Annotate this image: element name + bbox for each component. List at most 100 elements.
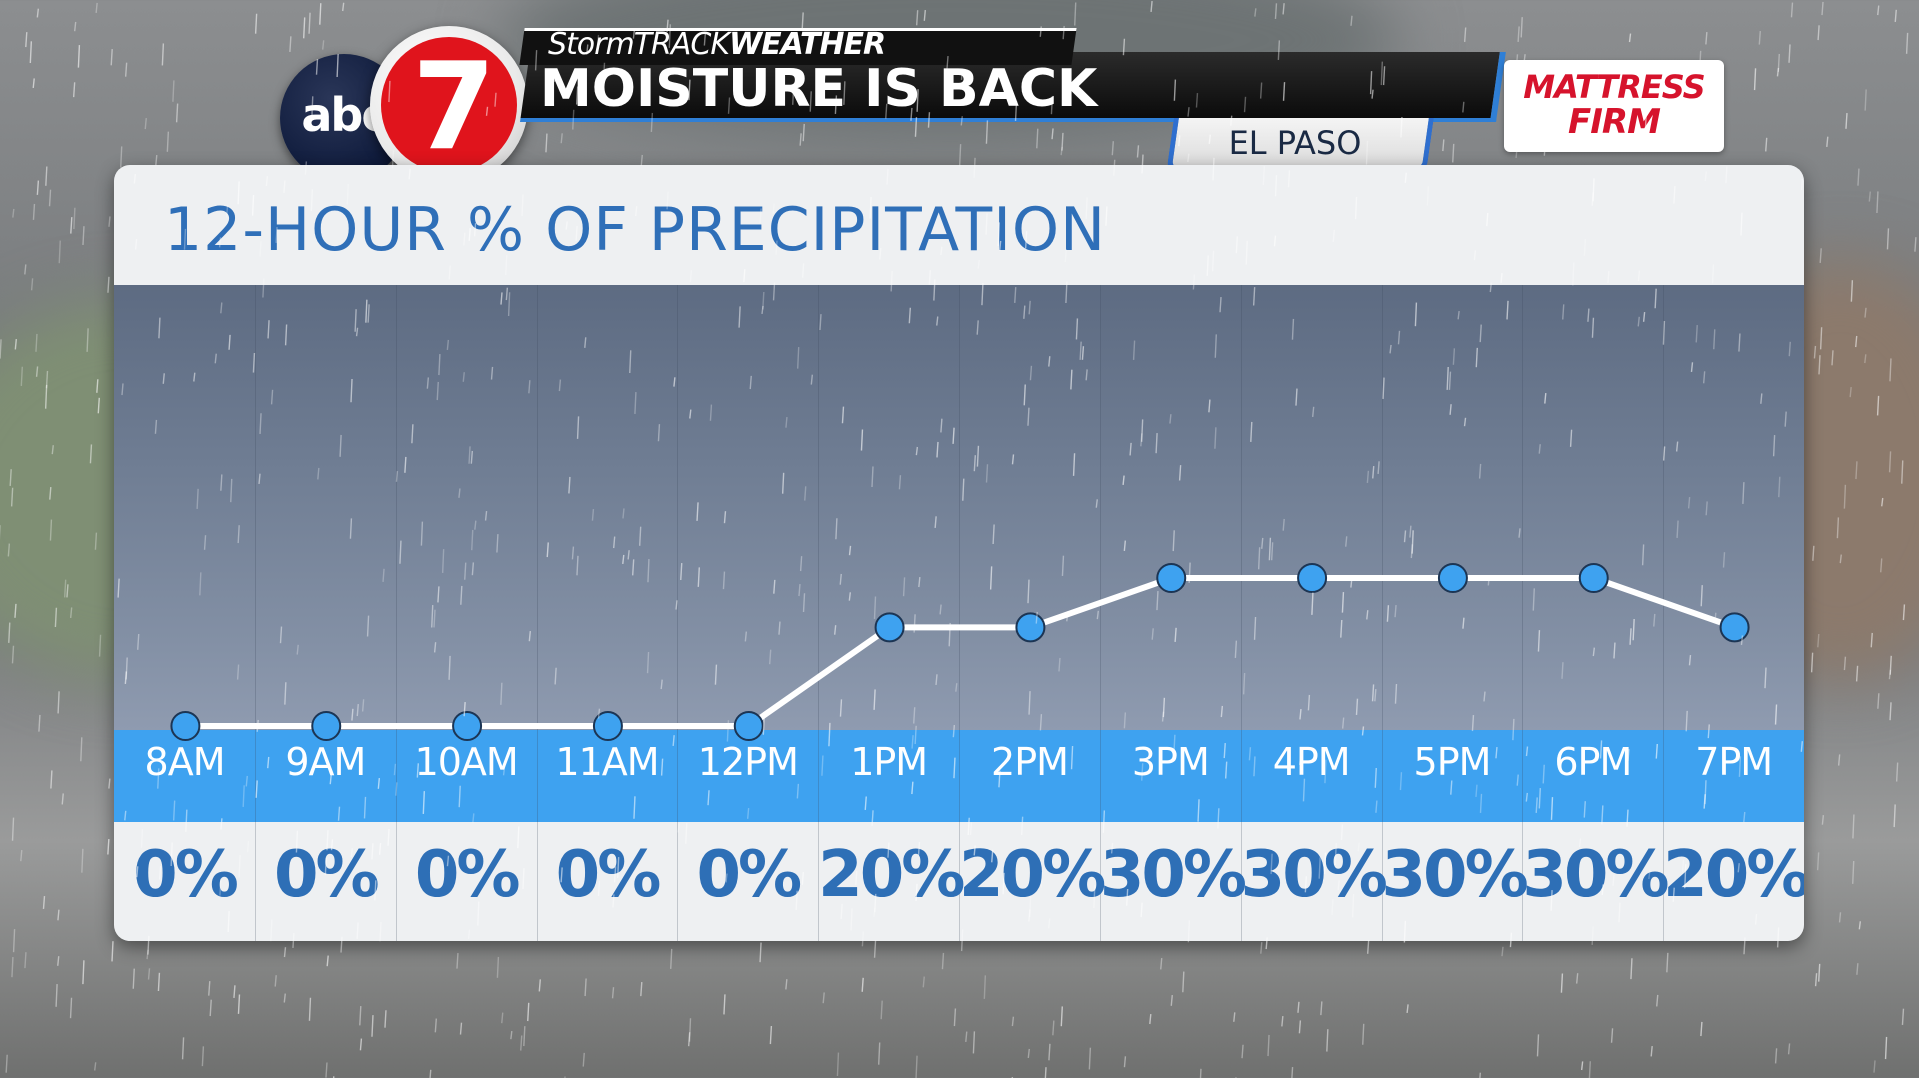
x-tick-label: 8AM xyxy=(144,740,226,784)
rain-streak xyxy=(1876,191,1879,214)
rain-streak xyxy=(1048,1043,1051,1061)
rain-streak xyxy=(208,981,211,996)
rain-streak xyxy=(38,714,41,732)
rain-streak xyxy=(1260,942,1263,954)
rain-streak xyxy=(1479,1072,1482,1078)
rain-streak xyxy=(1463,27,1467,42)
rain-streak xyxy=(1052,1020,1055,1036)
value-label-band xyxy=(114,822,1804,941)
rain-streak xyxy=(523,1026,526,1047)
rain-streak xyxy=(73,207,76,230)
rain-streak xyxy=(1753,68,1757,91)
brand-storm-track: StormTRACK xyxy=(548,27,730,62)
rain-streak xyxy=(611,987,615,999)
rain-streak xyxy=(510,1030,513,1040)
rain-streak xyxy=(1452,143,1455,163)
rain-streak xyxy=(538,979,541,992)
rain-streak xyxy=(1817,25,1820,41)
rain-streak xyxy=(371,1015,374,1037)
time-label-band xyxy=(114,730,1804,822)
rain-streak xyxy=(147,968,151,980)
rain-streak xyxy=(274,975,277,987)
rain-streak xyxy=(1326,1029,1329,1052)
rain-streak xyxy=(1406,1004,1409,1014)
rain-streak xyxy=(1788,44,1791,63)
rain-streak xyxy=(873,940,877,958)
rain-streak xyxy=(670,948,673,969)
rain-streak xyxy=(1060,1006,1063,1027)
column-divider xyxy=(536,285,538,941)
rain-streak xyxy=(24,264,27,275)
plot-area xyxy=(114,285,1804,730)
rain-streak xyxy=(915,1055,918,1078)
rain-streak xyxy=(1816,852,1820,871)
rain-streak xyxy=(496,956,500,978)
rain-streak xyxy=(1199,1068,1202,1078)
rain-streak xyxy=(1888,669,1892,680)
column-divider xyxy=(1381,285,1383,941)
data-label: 20% xyxy=(818,838,965,912)
rain-streak xyxy=(359,1006,362,1026)
x-tick-label: 12PM xyxy=(697,740,799,784)
rain-streak xyxy=(1889,702,1892,721)
x-tick-label: 6PM xyxy=(1554,740,1632,784)
data-point xyxy=(1015,612,1046,643)
rain-streak xyxy=(1837,754,1841,766)
rain-streak xyxy=(1182,971,1185,993)
rain-streak xyxy=(1267,1034,1270,1057)
rain-streak xyxy=(1666,952,1669,973)
rain-streak xyxy=(45,166,48,186)
rain-streak xyxy=(70,217,73,234)
rain-streak xyxy=(434,1018,438,1033)
rain-streak xyxy=(1536,1034,1540,1057)
rain-streak xyxy=(1914,237,1917,252)
x-tick-label: 5PM xyxy=(1413,740,1492,784)
x-tick-label: 9AM xyxy=(285,740,366,784)
rain-streak xyxy=(1517,26,1520,43)
rain-streak xyxy=(1858,921,1862,930)
x-tick-label: 3PM xyxy=(1131,740,1210,784)
rain-streak xyxy=(1281,1016,1284,1027)
rain-streak xyxy=(95,2,98,14)
rain-streak xyxy=(1864,89,1867,111)
rain-streak xyxy=(1580,1061,1584,1071)
rain-streak xyxy=(1630,958,1633,980)
data-point xyxy=(733,711,764,741)
rain-streak xyxy=(1088,1047,1092,1070)
sponsor-logo: MATTRESS FIRM xyxy=(1504,60,1724,152)
rain-streak xyxy=(1895,762,1899,782)
data-point xyxy=(1156,563,1187,593)
rain-streak xyxy=(1821,815,1825,825)
rain-streak xyxy=(1817,963,1821,982)
rain-streak xyxy=(1705,32,1708,45)
rain-streak xyxy=(20,849,23,862)
rain-streak xyxy=(341,2,345,12)
rain-streak xyxy=(640,982,643,997)
data-point xyxy=(1297,563,1328,593)
rain-streak xyxy=(319,3,322,25)
column-divider xyxy=(1522,285,1524,941)
data-point xyxy=(1437,563,1468,593)
rain-streak xyxy=(584,978,587,997)
rain-streak xyxy=(1149,1013,1152,1025)
headline: MOISTURE IS BACK xyxy=(540,59,1098,119)
rain-streak xyxy=(32,78,35,89)
rain-streak xyxy=(308,997,312,1021)
rain-streak xyxy=(55,984,58,1007)
rain-streak xyxy=(11,817,15,841)
rain-streak xyxy=(30,278,34,291)
column-divider xyxy=(818,285,820,941)
rain-streak xyxy=(155,155,158,166)
rain-streak xyxy=(1852,860,1855,884)
seven-logo-mark: 7 xyxy=(381,37,517,177)
rain-streak xyxy=(81,848,84,873)
rain-streak xyxy=(456,953,459,969)
brand-logo: StormTRACKWEATHER xyxy=(548,27,886,62)
rain-streak xyxy=(1886,228,1890,250)
rain-streak xyxy=(836,1052,840,1077)
rain-streak xyxy=(1628,33,1632,43)
rain-streak xyxy=(144,118,147,130)
rain-streak xyxy=(1297,1001,1300,1013)
rain-streak xyxy=(1366,940,1370,954)
rain-streak xyxy=(57,956,60,966)
